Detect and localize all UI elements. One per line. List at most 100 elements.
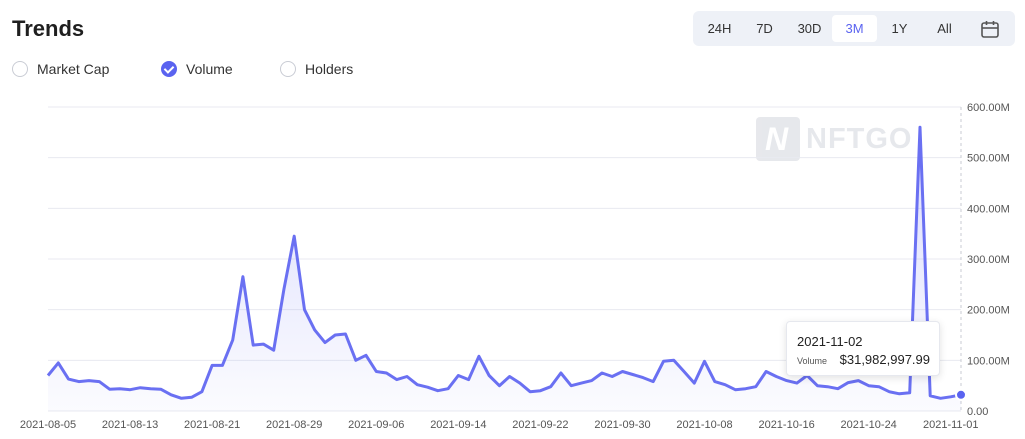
- radio-checked-icon[interactable]: [161, 61, 177, 77]
- data-point: [549, 385, 552, 388]
- data-point: [836, 387, 839, 390]
- metric-option-label: Holders: [305, 61, 354, 77]
- data-point: [477, 355, 480, 358]
- x-tick-label: 2021-10-24: [841, 419, 897, 431]
- data-point: [631, 373, 634, 376]
- data-point: [877, 385, 880, 388]
- data-point: [344, 332, 347, 335]
- highlight-point: [955, 388, 967, 401]
- data-point: [293, 235, 296, 238]
- data-point: [98, 380, 101, 383]
- data-point: [652, 380, 655, 383]
- data-point: [529, 390, 532, 393]
- data-point: [159, 388, 162, 391]
- data-point: [672, 359, 675, 362]
- range-button-3m[interactable]: 3M: [832, 15, 877, 42]
- data-point: [570, 384, 573, 387]
- nftgo-watermark-logo: N NFTGO: [756, 117, 913, 161]
- x-tick-label: 2021-11-01: [923, 419, 978, 431]
- data-point: [67, 378, 70, 381]
- watermark-glyph: N: [765, 121, 789, 157]
- data-point: [795, 382, 798, 385]
- data-point: [539, 389, 542, 392]
- data-point: [190, 396, 193, 399]
- data-point: [272, 349, 275, 352]
- data-point: [939, 397, 942, 400]
- tooltip-label: Volume: [797, 356, 828, 366]
- y-tick-label: 300.00M: [967, 254, 1010, 266]
- y-tick-label: 500.00M: [967, 153, 1010, 165]
- data-point: [498, 384, 501, 387]
- data-point: [47, 374, 50, 377]
- x-tick-label: 2021-09-30: [594, 419, 650, 431]
- range-button-30d[interactable]: 30D: [797, 21, 822, 36]
- y-tick-label: 200.00M: [967, 305, 1010, 317]
- data-point: [416, 383, 419, 386]
- data-point: [129, 388, 132, 391]
- y-tick-label: 0.00: [967, 406, 988, 418]
- data-point: [590, 379, 593, 382]
- data-point: [867, 384, 870, 387]
- data-point: [180, 397, 183, 400]
- data-point: [323, 341, 326, 344]
- data-point: [898, 392, 901, 395]
- tooltip-date: 2021-11-02: [797, 334, 863, 349]
- chart-tooltip: 2021-11-02 Volume $31,982,997.99: [786, 321, 940, 376]
- data-point: [139, 386, 142, 389]
- data-point: [170, 393, 173, 396]
- x-tick-label: 2021-10-16: [758, 419, 814, 431]
- data-point: [518, 382, 521, 385]
- data-point: [262, 343, 265, 346]
- metric-option-market-cap[interactable]: Market Cap: [12, 59, 109, 79]
- y-tick-label: 600.00M: [967, 102, 1010, 114]
- x-tick-label: 2021-09-06: [348, 419, 404, 431]
- range-button-7d[interactable]: 7D: [756, 21, 773, 36]
- data-point: [775, 375, 778, 378]
- radio-unchecked-icon[interactable]: [12, 61, 28, 77]
- data-point: [365, 354, 368, 357]
- radio-unchecked-icon[interactable]: [280, 61, 296, 77]
- data-point: [908, 391, 911, 394]
- metric-option-volume[interactable]: Volume: [161, 59, 233, 79]
- data-point: [375, 370, 378, 373]
- data-point: [734, 388, 737, 391]
- data-point: [857, 379, 860, 382]
- data-point: [580, 382, 583, 385]
- range-button-all[interactable]: All: [937, 21, 952, 36]
- data-point: [847, 381, 850, 384]
- data-point: [77, 380, 80, 383]
- data-point: [406, 375, 409, 378]
- data-point: [395, 378, 398, 381]
- y-tick-label: 100.00M: [967, 355, 1010, 367]
- data-point: [683, 370, 686, 373]
- data-point: [949, 395, 952, 398]
- data-point: [334, 334, 337, 337]
- x-tick-label: 2021-08-05: [20, 419, 76, 431]
- data-point: [313, 328, 316, 331]
- data-point: [149, 387, 152, 390]
- data-point: [785, 379, 788, 382]
- data-point: [457, 374, 460, 377]
- data-point: [426, 386, 429, 389]
- watermark-text: NFTGO: [806, 122, 913, 155]
- calendar-icon[interactable]: [979, 18, 1001, 40]
- volume-chart[interactable]: 0.00 100.00M 200.00M 300.00M 400.00M 500.00M 6…: [0, 95, 1025, 439]
- data-point: [467, 378, 470, 381]
- data-point: [436, 389, 439, 392]
- metric-option-label: Volume: [186, 61, 233, 77]
- metric-option-holders[interactable]: Holders: [280, 59, 353, 79]
- data-point: [621, 370, 624, 373]
- data-point: [118, 387, 121, 390]
- data-point: [816, 384, 819, 387]
- range-button-24h[interactable]: 24H: [707, 21, 732, 36]
- data-point: [641, 376, 644, 379]
- x-tick-label: 2021-09-22: [512, 419, 568, 431]
- x-tick-label: 2021-10-08: [676, 419, 732, 431]
- data-point: [662, 360, 665, 363]
- range-button-1y[interactable]: 1Y: [891, 21, 908, 36]
- metric-option-label: Market Cap: [37, 61, 110, 77]
- data-point: [703, 360, 706, 363]
- x-tick-label: 2021-08-21: [184, 419, 240, 431]
- data-point: [744, 387, 747, 390]
- data-point: [826, 385, 829, 388]
